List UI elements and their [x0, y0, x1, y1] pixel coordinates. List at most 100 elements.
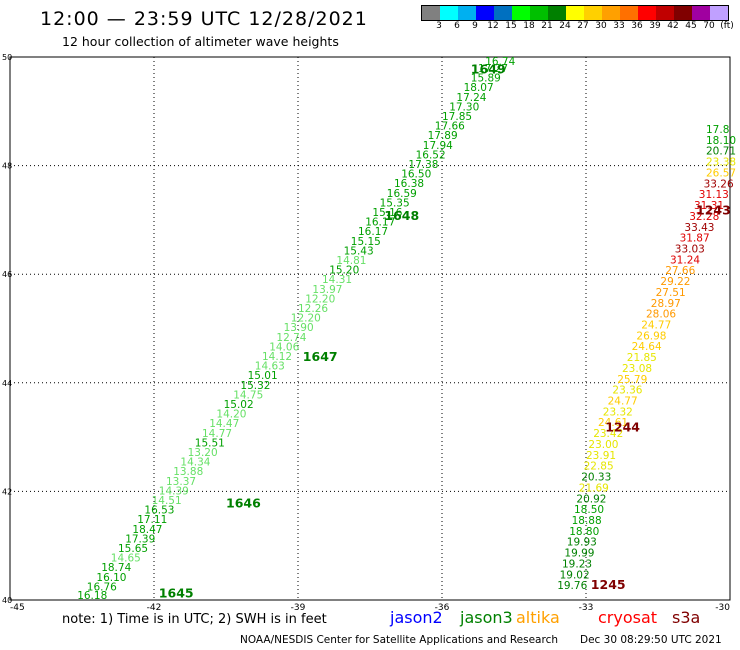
wave-height-value: 16.17: [358, 226, 388, 238]
wave-height-value: 16.17: [365, 217, 395, 229]
pass-number-label: 1245: [591, 577, 626, 592]
color-scale-label: 30: [595, 21, 607, 31]
wave-height-value: 17.94: [423, 140, 453, 152]
wave-height-value: 26.98: [636, 330, 666, 342]
longitude-tick-label: -42: [147, 603, 162, 613]
wave-height-value: 16.76: [87, 581, 117, 593]
wave-height-value: 21.69: [579, 482, 609, 494]
wave-height-value: 31.24: [670, 254, 700, 266]
wave-height-value: 14.81: [336, 255, 366, 267]
wave-height-value: 17.89: [428, 130, 458, 142]
wave-height-value: 19.02: [560, 569, 590, 581]
wave-height-value: 33.03: [675, 243, 705, 255]
color-scale-label: 27: [577, 21, 589, 31]
wave-height-value: 18.50: [574, 504, 604, 516]
pass-number-label: 1646: [226, 496, 261, 511]
wave-height-value: 13.90: [284, 322, 314, 334]
wave-height-value: 22.85: [584, 461, 614, 473]
latitude-tick-label: 48: [2, 162, 12, 171]
longitude-tick-label: -30: [715, 603, 730, 613]
wave-height-value: 24.77: [608, 396, 638, 408]
color-scale-swatch: [620, 6, 638, 20]
wave-height-value: 19.93: [567, 537, 597, 549]
wave-height-value: 14.34: [180, 457, 210, 469]
longitude-tick-label: -45: [10, 603, 25, 613]
wave-height-value: 20.71: [706, 146, 736, 158]
color-scale-label: 9: [472, 21, 478, 31]
color-scale-swatch: [692, 6, 710, 20]
wave-height-value: 29.22: [660, 276, 690, 288]
wave-height-value: 27.51: [656, 287, 686, 299]
color-scale-swatch: [476, 6, 494, 20]
credit-line: NOAA/NESDIS Center for Satellite Applica…: [240, 634, 558, 646]
wave-height-value: 24.61: [598, 417, 628, 429]
wave-height-value: 14.12: [262, 351, 292, 363]
wave-height-value: 14.77: [202, 428, 232, 440]
color-scale-label: 15: [505, 21, 517, 31]
wave-height-value: 15.35: [380, 197, 410, 209]
pass-number-label: 1244: [605, 420, 640, 435]
color-scale-swatch: [548, 6, 566, 20]
color-scale-label: 45: [685, 21, 697, 31]
color-scale-label: 21: [541, 21, 553, 31]
latitude-tick-label: 44: [2, 379, 12, 388]
legend-entry-jason2: jason2: [390, 608, 443, 627]
wave-height-value: 18.74: [101, 562, 131, 574]
wave-height-value: 23.38: [706, 157, 736, 169]
wave-height-value: 14.75: [233, 389, 263, 401]
color-scale-label: 42: [667, 21, 679, 31]
color-scale-label: 18: [523, 21, 535, 31]
map-title: 12:00 — 23:59 UTC 12/28/2021: [40, 8, 368, 30]
pass-number-label: 1243: [696, 202, 731, 217]
wave-height-value: 17.38: [408, 159, 438, 171]
color-scale-swatch: [422, 6, 440, 20]
wave-height-value: 16.52: [416, 149, 446, 161]
wave-height-value: 16.50: [401, 169, 431, 181]
color-scale-label: 33: [613, 21, 625, 31]
wave-height-value: 18.47: [132, 524, 162, 536]
legend-entry-altika: altika: [516, 608, 560, 627]
wave-height-value: 13.97: [312, 284, 342, 296]
pass-number-label: 1647: [303, 349, 338, 364]
wave-height-value: 16.74: [485, 56, 515, 68]
wave-height-value: 14.51: [152, 495, 182, 507]
wave-height-value: 17.11: [137, 514, 167, 526]
wave-height-value: 14.20: [216, 409, 246, 421]
legend-entry-jason3: jason3: [460, 608, 513, 627]
wave-height-value: 12.74: [276, 332, 306, 344]
wave-height-value: 24.64: [632, 341, 662, 353]
latitude-tick-label: 50: [2, 53, 12, 62]
wave-height-value: 23.91: [586, 450, 616, 462]
wave-height-value: 17.39: [125, 533, 155, 545]
wave-height-value: 28.06: [646, 309, 676, 321]
wave-height-value: 31.87: [680, 233, 710, 245]
wave-height-value: 15.32: [240, 380, 270, 392]
map-subtitle: 12 hour collection of altimeter wave hei…: [62, 34, 339, 49]
color-scale-swatch: [512, 6, 530, 20]
pass-number-label: 1648: [384, 208, 419, 223]
wave-height-value: 16.18: [77, 590, 107, 602]
color-scale-swatch: [638, 6, 656, 20]
wave-height-value: 15.16: [372, 207, 402, 219]
latitude-tick-label: 42: [2, 487, 12, 496]
wave-height-value: 17.8: [706, 124, 729, 136]
wave-height-value: 12.20: [305, 293, 335, 305]
wave-height-value: 17.85: [442, 111, 472, 123]
wave-height-value: 23.42: [593, 428, 623, 440]
color-scale-swatch: [458, 6, 476, 20]
wave-height-value: 14.06: [269, 341, 299, 353]
longitude-tick-label: -39: [291, 603, 306, 613]
latitude-tick-label: 46: [2, 270, 12, 279]
color-scale-label: 12: [487, 21, 499, 31]
wave-height-value: 21.85: [627, 352, 657, 364]
wave-height-value: 20.33: [581, 472, 611, 484]
color-scale-swatch: [674, 6, 692, 20]
wave-height-value: 18.88: [572, 515, 602, 527]
wave-height-value: 23.32: [603, 406, 633, 418]
wave-height-value: 19.23: [562, 558, 592, 570]
legend-entry-s3a: s3a: [672, 608, 701, 627]
wave-height-value: 15.02: [224, 399, 254, 411]
wave-height-value: 23.08: [622, 363, 652, 375]
footer-note: note: 1) Time is in UTC; 2) SWH is in fe…: [62, 612, 327, 627]
wave-height-value: 15.20: [329, 265, 359, 277]
